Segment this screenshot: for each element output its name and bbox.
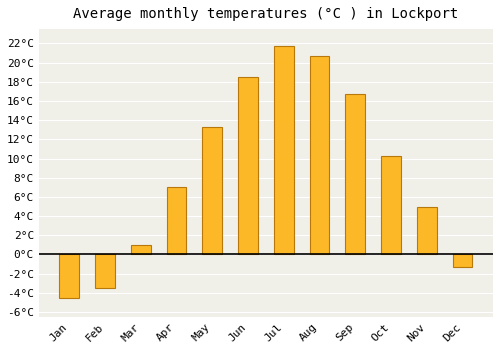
Bar	[310, 56, 330, 254]
Bar	[274, 46, 293, 254]
Bar	[60, 254, 79, 298]
Title: Average monthly temperatures (°C ) in Lockport: Average monthly temperatures (°C ) in Lo…	[74, 7, 458, 21]
Bar	[202, 127, 222, 254]
Bar	[166, 187, 186, 254]
Bar	[131, 245, 150, 254]
Bar	[417, 206, 436, 254]
Bar	[95, 254, 115, 288]
Bar	[452, 254, 472, 267]
Bar	[238, 77, 258, 254]
Bar	[381, 156, 401, 254]
Bar	[346, 94, 365, 254]
